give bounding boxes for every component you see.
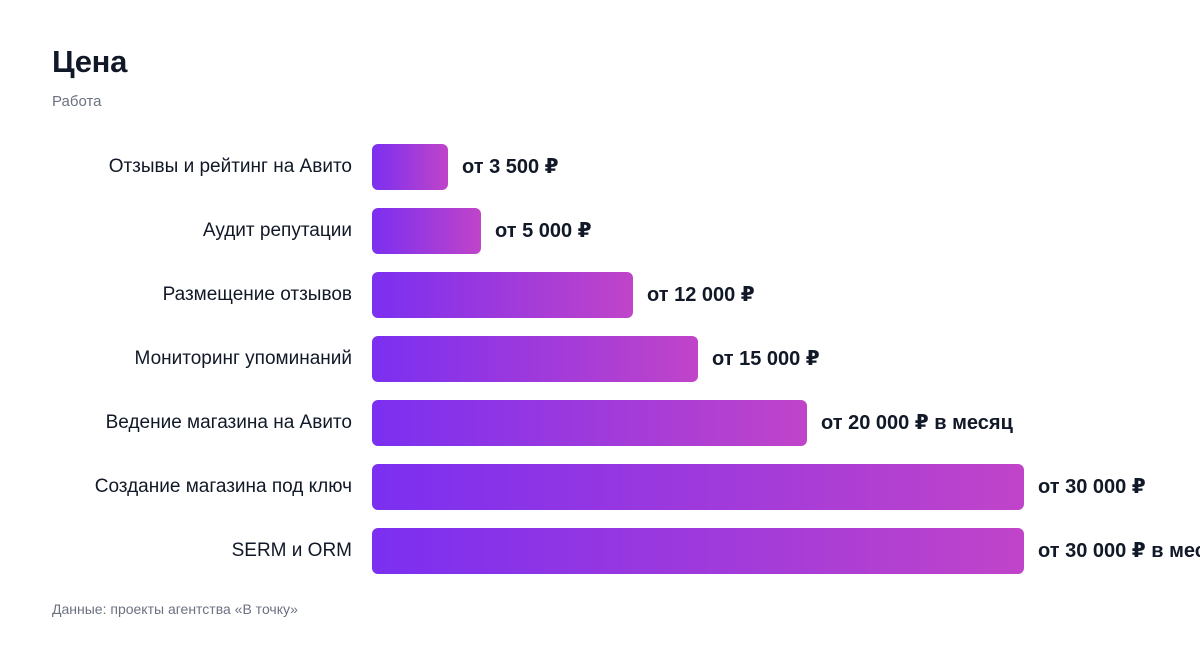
category-label: SERM и ORM	[231, 540, 352, 561]
bar	[372, 144, 448, 190]
category-label: Ведение магазина на Авито	[105, 412, 352, 433]
category-label: Аудит репутации	[202, 220, 352, 241]
value-label: от 3 500 ₽	[462, 156, 559, 178]
bar-row: Отзывы и рейтинг на Авито от 3 500 ₽	[0, 144, 1200, 190]
bar-row: Ведение магазина на Авито от 20 000 ₽ в м…	[0, 400, 1200, 446]
chart-subtitle: Работа	[52, 93, 102, 110]
category-label: Создание магазина под ключ	[94, 476, 352, 497]
data-source-note: Данные: проекты агентства «В точку»	[52, 601, 298, 617]
bar	[372, 208, 481, 254]
bar	[372, 464, 1024, 510]
chart-title: Цена	[52, 44, 128, 79]
category-label: Мониторинг упоминаний	[134, 348, 352, 369]
value-label: от 20 000 ₽ в месяц	[821, 412, 1013, 434]
category-label: Отзывы и рейтинг на Авито	[108, 156, 352, 177]
bar	[372, 272, 633, 318]
value-label: от 15 000 ₽	[712, 348, 820, 370]
category-label: Размещение отзывов	[162, 284, 352, 305]
bar	[372, 400, 807, 446]
bar-row: Создание магазина под ключ от 30 000 ₽	[0, 464, 1200, 510]
bar-row: SERM и ORM от 30 000 ₽ в месяц	[0, 528, 1200, 574]
bar	[372, 336, 698, 382]
bar-row: Мониторинг упоминаний от 15 000 ₽	[0, 336, 1200, 382]
bar-row: Аудит репутации от 5 000 ₽	[0, 208, 1200, 254]
value-label: от 12 000 ₽	[647, 284, 755, 306]
value-label: от 30 000 ₽	[1038, 476, 1146, 498]
bar-row: Размещение отзывов от 12 000 ₽	[0, 272, 1200, 318]
bar	[372, 528, 1024, 574]
value-label: от 30 000 ₽ в месяц	[1038, 540, 1200, 562]
value-label: от 5 000 ₽	[495, 220, 592, 242]
